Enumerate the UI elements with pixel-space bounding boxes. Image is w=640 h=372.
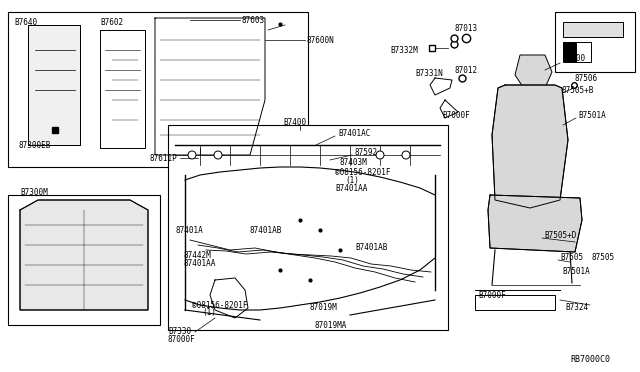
Text: B7324: B7324 [565, 304, 588, 312]
Text: 87506: 87506 [575, 74, 598, 83]
Text: 87603: 87603 [242, 16, 265, 25]
Text: 87403M: 87403M [340, 157, 368, 167]
Text: B7000F: B7000F [442, 110, 470, 119]
Polygon shape [515, 55, 552, 90]
Text: 87505: 87505 [592, 253, 615, 263]
Text: 87600N: 87600N [307, 35, 335, 45]
Text: 87592: 87592 [355, 148, 378, 157]
Text: 87000F: 87000F [168, 336, 196, 344]
Text: B6400: B6400 [562, 54, 585, 62]
Bar [475, 295, 555, 310]
Text: B7000F: B7000F [478, 292, 506, 301]
Text: B7640: B7640 [14, 17, 37, 26]
Text: B7401AB: B7401AB [355, 244, 387, 253]
Text: 87442M: 87442M [183, 250, 211, 260]
Text: B7602: B7602 [100, 17, 123, 26]
Text: 87300EB: 87300EB [18, 141, 51, 150]
Text: B7401AA: B7401AA [335, 183, 367, 192]
Text: ®08156-8201F: ®08156-8201F [335, 167, 390, 176]
Text: 87013: 87013 [455, 23, 478, 32]
Text: B7300M: B7300M [20, 187, 48, 196]
Text: 87012: 87012 [455, 65, 478, 74]
Text: 87505+B: 87505+B [562, 86, 595, 94]
Text: B7331N: B7331N [415, 68, 443, 77]
Text: B7505+D: B7505+D [544, 231, 577, 240]
Bar [563, 22, 623, 37]
Polygon shape [488, 195, 582, 252]
Bar [168, 125, 448, 330]
Circle shape [402, 151, 410, 159]
Polygon shape [492, 85, 568, 208]
Bar [555, 12, 635, 72]
Text: B7501A: B7501A [578, 110, 605, 119]
Text: 87401AB: 87401AB [250, 225, 282, 234]
Text: 87401A: 87401A [175, 225, 203, 234]
Polygon shape [20, 200, 148, 310]
Text: 87611P: 87611P [150, 154, 178, 163]
Text: ®08156-8201F: ®08156-8201F [192, 301, 248, 310]
Circle shape [188, 151, 196, 159]
Text: B7401AC: B7401AC [338, 128, 371, 138]
Text: 87019M: 87019M [310, 304, 338, 312]
Text: (1): (1) [202, 308, 216, 317]
Bar [563, 42, 577, 62]
Text: (1): (1) [345, 176, 359, 185]
Text: 87401AA: 87401AA [183, 259, 216, 267]
Text: B7332M: B7332M [390, 45, 418, 55]
Text: B7501A: B7501A [562, 267, 589, 276]
Text: B7505: B7505 [560, 253, 583, 263]
Circle shape [376, 151, 384, 159]
Text: RB7000C0: RB7000C0 [570, 356, 610, 365]
Bar [8, 12, 308, 167]
Circle shape [214, 151, 222, 159]
Polygon shape [28, 25, 80, 145]
Bar [8, 195, 160, 325]
Bar [563, 42, 591, 62]
Text: 87019MA: 87019MA [315, 321, 348, 330]
Text: B7400: B7400 [283, 118, 306, 126]
Text: B7330: B7330 [168, 327, 191, 337]
